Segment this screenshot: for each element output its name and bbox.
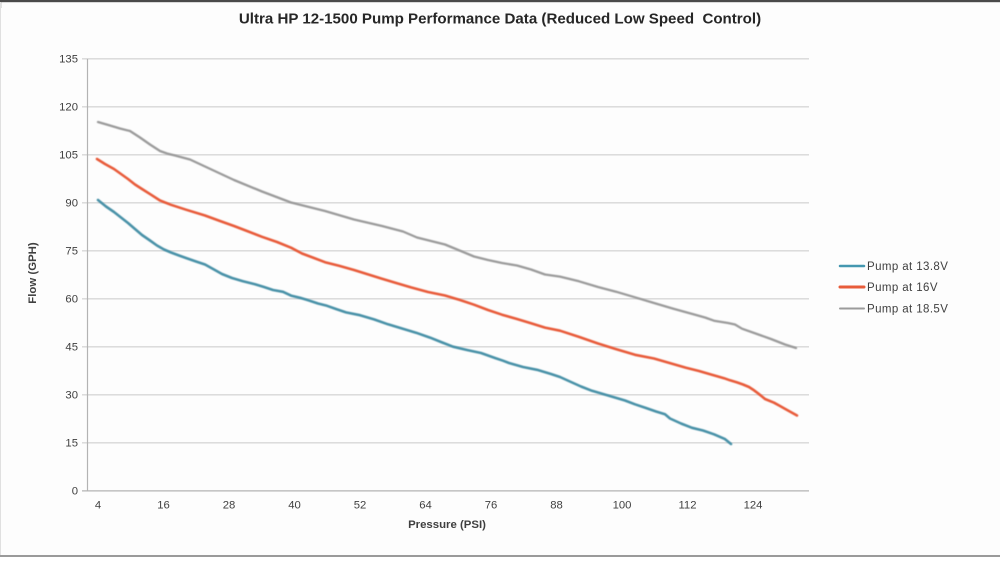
- svg-text:Pump at 16V: Pump at 16V: [867, 282, 938, 294]
- svg-text:40: 40: [288, 500, 301, 512]
- svg-text:28: 28: [223, 500, 236, 512]
- svg-text:15: 15: [65, 438, 78, 450]
- svg-text:0: 0: [72, 486, 78, 498]
- svg-text:52: 52: [354, 500, 367, 512]
- svg-text:4: 4: [95, 500, 101, 512]
- svg-text:90: 90: [65, 198, 78, 210]
- svg-text:124: 124: [744, 500, 763, 512]
- svg-text:Flow (GPH): Flow (GPH): [27, 242, 39, 304]
- svg-text:Pressure (PSI): Pressure (PSI): [408, 519, 486, 531]
- svg-text:105: 105: [59, 150, 78, 162]
- svg-text:30: 30: [65, 390, 78, 402]
- svg-text:60: 60: [65, 294, 78, 306]
- svg-text:Pump at 18.5V: Pump at 18.5V: [867, 303, 948, 315]
- svg-text:Ultra HP 12-1500 Pump Performa: Ultra HP 12-1500 Pump Performance Data (…: [239, 10, 761, 27]
- svg-text:88: 88: [550, 500, 563, 512]
- svg-text:Pump at 13.8V: Pump at 13.8V: [867, 261, 948, 273]
- svg-text:76: 76: [485, 500, 498, 512]
- svg-text:112: 112: [678, 500, 696, 512]
- svg-text:135: 135: [59, 54, 78, 66]
- svg-text:100: 100: [613, 500, 632, 512]
- svg-text:16: 16: [157, 500, 170, 512]
- svg-text:64: 64: [419, 500, 432, 512]
- svg-text:120: 120: [59, 102, 78, 114]
- svg-text:45: 45: [65, 342, 78, 354]
- svg-text:75: 75: [65, 246, 78, 258]
